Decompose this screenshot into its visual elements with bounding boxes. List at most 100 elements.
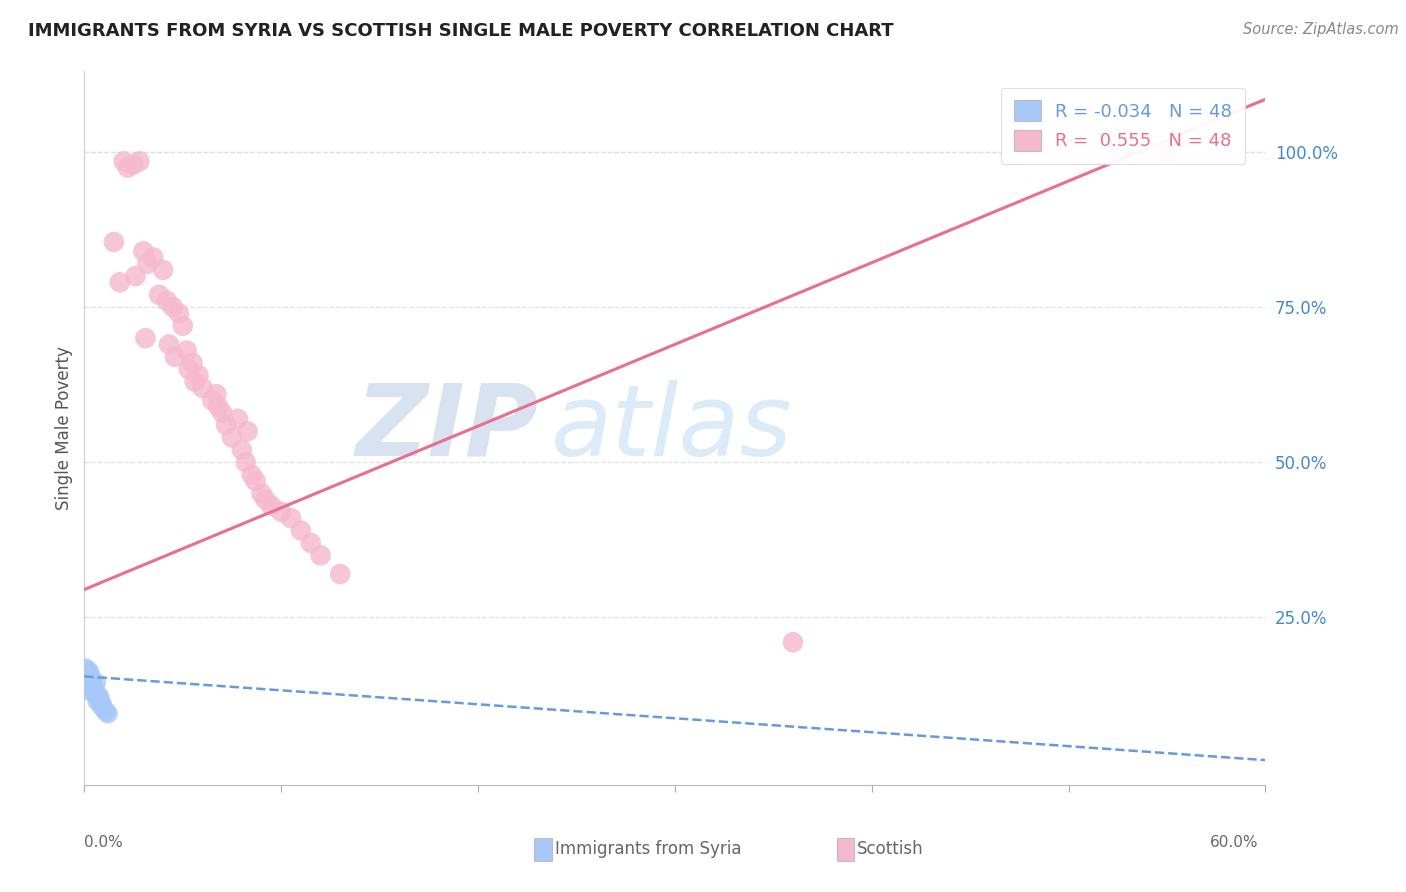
Text: Scottish: Scottish [856,840,924,858]
Point [205,387,228,401]
Point [142,251,165,265]
Point [191,381,214,395]
Point [76,669,98,683]
Point [260,499,283,513]
Point [112,154,135,169]
Point [79,667,101,681]
Point [91,698,114,712]
Point [152,263,174,277]
Text: atlas: atlas [551,380,793,476]
Point [97,706,120,721]
Point [76,677,98,691]
Point [75,676,97,690]
Point [157,337,180,351]
Text: 0.0%: 0.0% [84,836,124,850]
Point [89,692,111,706]
Point [108,276,131,290]
Point [163,350,186,364]
Point [76,668,98,682]
Point [75,679,97,693]
Point [201,393,224,408]
Point [231,442,253,457]
Point [117,161,139,175]
Legend: R = -0.034   N = 48, R =  0.555   N = 48: R = -0.034 N = 48, R = 0.555 N = 48 [1001,87,1244,163]
Point [280,511,302,525]
Point [136,257,159,271]
Point [76,671,98,685]
Point [172,318,194,333]
Point [75,665,97,679]
Point [79,680,101,694]
Point [270,505,292,519]
Point [290,524,312,538]
Point [128,154,150,169]
Point [80,685,103,699]
Point [76,675,98,690]
Point [77,673,100,687]
Text: Immigrants from Syria: Immigrants from Syria [554,840,741,858]
Point [76,666,98,681]
Point [226,412,249,426]
Point [91,700,114,714]
Point [329,566,352,581]
Point [122,157,145,171]
Point [103,235,125,249]
Point [124,269,146,284]
Y-axis label: Single Male Poverty: Single Male Poverty [55,346,73,510]
Point [156,293,179,308]
Point [162,300,184,314]
Point [77,671,100,685]
Point [177,362,200,376]
Point [240,467,263,482]
Point [75,661,97,675]
Point [86,694,108,708]
Point [82,683,104,698]
Point [77,673,100,688]
Point [89,691,111,706]
Text: ZIP: ZIP [356,380,538,476]
Point [176,343,198,358]
Point [254,492,277,507]
Point [83,681,105,696]
Point [167,306,190,320]
Point [84,686,107,700]
Point [245,474,267,488]
Point [90,698,112,713]
Text: IMMIGRANTS FROM SYRIA VS SCOTTISH SINGLE MALE POVERTY CORRELATION CHART: IMMIGRANTS FROM SYRIA VS SCOTTISH SINGLE… [28,22,894,40]
Point [250,486,273,500]
Point [93,702,115,716]
Point [221,430,243,444]
Point [211,406,233,420]
Point [236,424,259,438]
Point [75,674,97,689]
Point [782,635,804,649]
Point [181,356,204,370]
Point [77,670,100,684]
Point [77,673,100,687]
Point [76,665,98,680]
Text: Source: ZipAtlas.com: Source: ZipAtlas.com [1243,22,1399,37]
Point [187,368,209,383]
Point [309,549,332,563]
Point [80,677,103,691]
Point [75,665,97,679]
Point [76,673,98,687]
Point [235,455,257,469]
Point [207,400,229,414]
Point [77,672,100,686]
Point [299,536,322,550]
Point [76,667,98,681]
Point [75,663,97,677]
Point [75,669,97,683]
Point [87,688,110,702]
Point [148,287,170,301]
Point [76,669,98,683]
Point [132,244,155,259]
Point [82,679,104,693]
Point [79,665,101,679]
Point [1156,145,1178,159]
Point [134,331,156,345]
Point [215,418,238,433]
Text: 60.0%: 60.0% [1211,836,1258,850]
Point [84,675,107,690]
